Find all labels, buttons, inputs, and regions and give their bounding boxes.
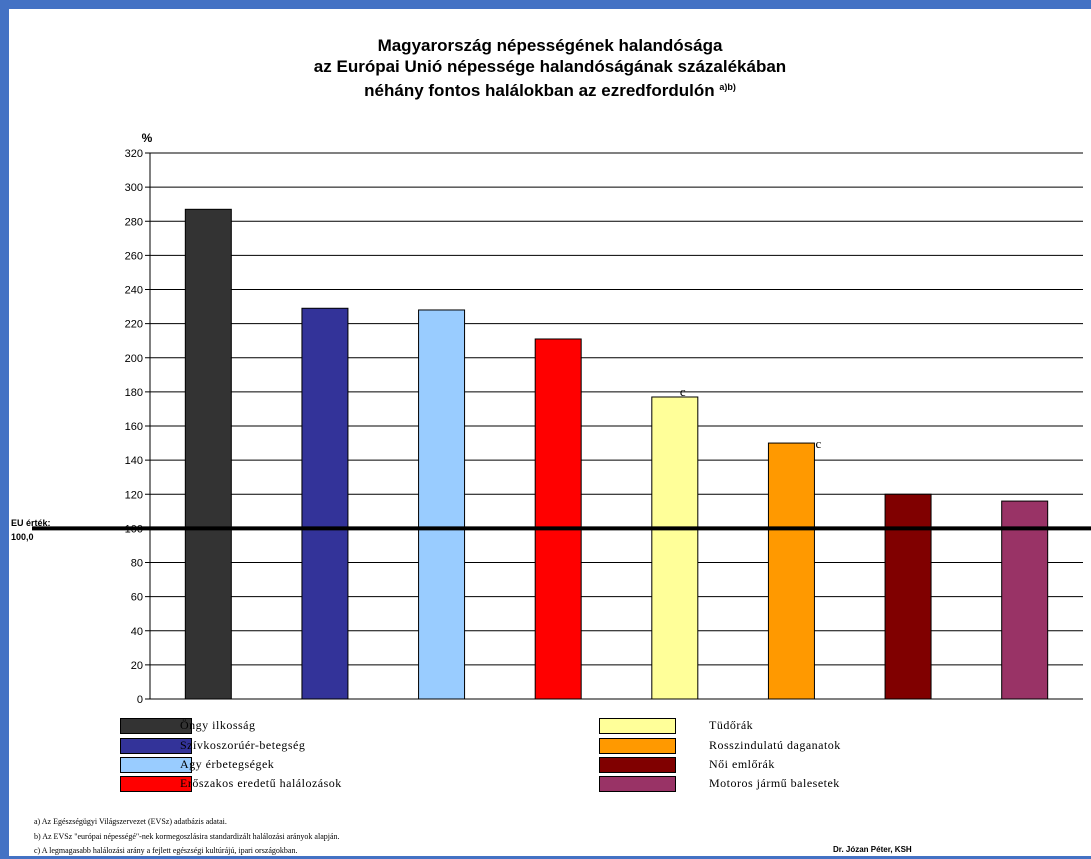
footnote-c: c) A legmagasabb halálozási arány a fejl… <box>34 846 298 855</box>
y-tick-label: 200 <box>125 353 143 365</box>
y-tick-label: 220 <box>125 319 143 331</box>
y-tick-label: 280 <box>125 216 143 228</box>
y-tick-label: 180 <box>125 387 143 399</box>
title-line-3-text: néhány fontos halálokban az ezredforduló… <box>364 81 715 100</box>
chart-frame: Magyarország népességének halandósága az… <box>9 9 1091 856</box>
author-credit: Dr. Józan Péter, KSH <box>833 845 912 854</box>
y-axis-label: % <box>142 131 153 145</box>
y-tick-label: 260 <box>125 250 143 262</box>
title-superscript: a)b) <box>719 82 736 92</box>
y-tick-label: 300 <box>125 182 143 194</box>
bar-2 <box>301 307 349 700</box>
chart-title: Magyarország népességének halandósága az… <box>9 35 1091 101</box>
bar-7 <box>884 493 932 700</box>
y-tick-label: 40 <box>131 626 143 638</box>
y-tick-label: 240 <box>125 285 143 297</box>
y-tick-label: 80 <box>131 558 143 570</box>
footnote-a: a) Az Egészségügyi Világszervezet (EVSz)… <box>34 817 227 826</box>
bar-1 <box>184 208 232 700</box>
eu-reference-label-line1: EU érték: <box>11 518 51 528</box>
bar-3 <box>418 309 466 700</box>
bar-4 <box>534 338 582 700</box>
bar-annotation: c <box>816 436 822 451</box>
y-tick-label: 60 <box>131 592 143 604</box>
bar-chart: 0204060801001201401601802002202402602803… <box>32 131 1091 706</box>
title-line-3: néhány fontos halálokban az ezredforduló… <box>9 77 1091 101</box>
bar-5 <box>651 396 699 700</box>
bar-6 <box>767 442 815 700</box>
eu-reference-label: EU érték: 100,0 <box>11 516 51 544</box>
title-line-1: Magyarország népességének halandósága <box>377 36 723 55</box>
y-tick-label: 320 <box>125 148 143 160</box>
y-tick-label: 160 <box>125 421 143 433</box>
y-tick-label: 120 <box>125 489 143 501</box>
title-line-2: az Európai Unió népessége halandóságának… <box>313 57 787 76</box>
y-tick-label: 0 <box>137 694 143 706</box>
footnotes: a) Az Egészségügyi Világszervezet (EVSz)… <box>34 815 340 859</box>
y-tick-label: 20 <box>131 660 143 672</box>
y-tick-label: 140 <box>125 455 143 467</box>
footnote-b: b) Az EVSz "európai népességé"-nek korme… <box>34 831 340 841</box>
bar-8 <box>1001 500 1049 700</box>
bar-annotation: c <box>680 384 686 399</box>
eu-reference-label-line2: 100,0 <box>11 532 34 542</box>
